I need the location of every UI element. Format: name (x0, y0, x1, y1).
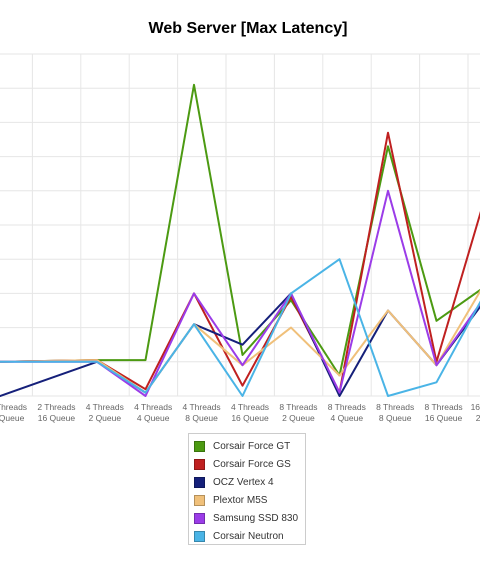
x-tick-label: 4 Queue (137, 413, 170, 423)
legend-item[interactable]: Plextor M5S (194, 491, 305, 509)
legend-item[interactable]: OCZ Vertex 4 (194, 473, 305, 491)
legend-item[interactable]: Corsair Force GT (194, 437, 305, 455)
chart-title: Web Server [Max Latency] (148, 20, 348, 37)
x-tick-label: 8 Queue (185, 413, 218, 423)
legend-swatch (194, 512, 205, 524)
x-tick-label: 16 Queue (231, 413, 269, 423)
x-tick-label: 16 Threads (471, 402, 480, 412)
x-tick-label: 4 Threads (134, 402, 172, 412)
x-tick-label: 8 Threads (376, 402, 414, 412)
x-tick-label: 4 Threads (183, 402, 221, 412)
legend-item[interactable]: Samsung SSD 830 (194, 509, 305, 527)
legend-item[interactable]: Corsair Neutron (194, 527, 305, 545)
legend-label: Corsair Force GT (213, 440, 291, 452)
legend: Corsair Force GT Corsair Force GS OCZ Vert… (188, 433, 306, 545)
legend-swatch (194, 530, 205, 542)
legend-swatch (194, 458, 205, 470)
x-tick-label: 2 Queue (476, 413, 480, 423)
x-tick-label: 8 Threads (328, 402, 366, 412)
series-line-corsair-neutron (0, 258, 480, 397)
x-tick-label: 8 Threads (279, 402, 317, 412)
x-tick-label: 2 Threads (37, 402, 75, 412)
x-tick-label: 2 Queue (282, 413, 315, 423)
x-tick-label: 4 Threads (231, 402, 269, 412)
legend-swatch (194, 476, 205, 488)
x-tick-label: 8 Queue (379, 413, 412, 423)
legend-item[interactable]: Corsair Force GS (194, 455, 305, 473)
legend-swatch (194, 494, 205, 506)
series-lines (0, 83, 480, 397)
x-tick-label: 4 Queue (330, 413, 363, 423)
x-tick-label: 1 Threads (0, 402, 27, 412)
x-tick-label: 16 Queue (38, 413, 76, 423)
x-tick-label: 4 Threads (86, 402, 124, 412)
legend-label: Samsung SSD 830 (213, 512, 299, 524)
legend-label: Corsair Force GS (213, 458, 291, 470)
legend-swatch (194, 440, 205, 452)
x-tick-label: 16 Queue (425, 413, 463, 423)
legend-label: Corsair Neutron (213, 530, 284, 542)
x-tick-label: 8 Threads (425, 402, 463, 412)
legend-label: Plextor M5S (213, 494, 268, 506)
x-tick-label: 2 Queue (0, 413, 25, 423)
legend-label: OCZ Vertex 4 (213, 476, 274, 488)
x-tick-label: 2 Queue (88, 413, 121, 423)
